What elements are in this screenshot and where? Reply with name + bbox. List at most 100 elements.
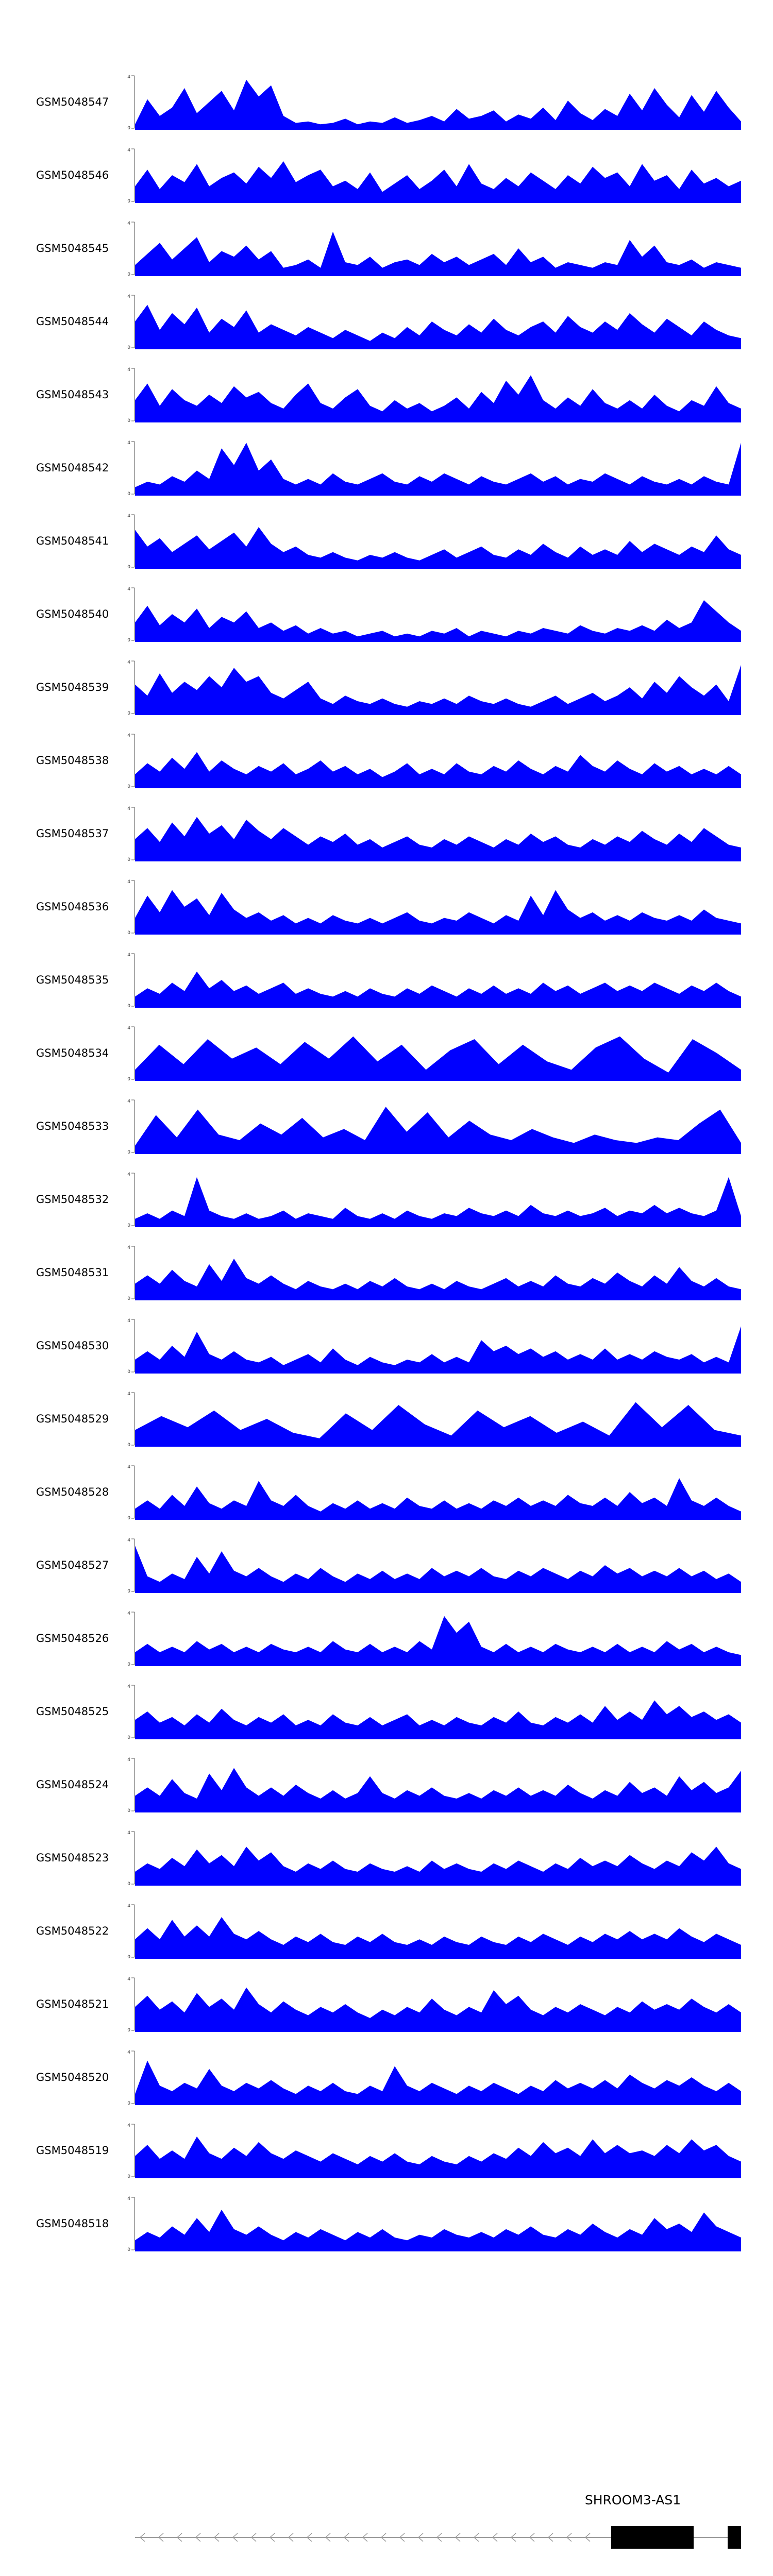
coverage-area-plot: [135, 1177, 741, 1227]
gene-name-label: SHROOM3-AS1: [584, 2493, 681, 2507]
axis-min-label: 0: [127, 1516, 130, 1520]
coverage-track-row: GSM5048547 4 0: [0, 57, 741, 130]
axis-min-label: 0: [127, 126, 130, 130]
coverage-polygon: [135, 752, 741, 788]
coverage-track-row: GSM5048531 4 0: [0, 1227, 741, 1300]
track-label: GSM5048528: [36, 1486, 109, 1498]
coverage-track-row: GSM5048525 4 0: [0, 1666, 741, 1739]
axis-min-label: 0: [127, 2174, 130, 2178]
coverage-area-plot: [135, 527, 741, 569]
strand-arrow-icon: [213, 2533, 220, 2542]
coverage-track-row: GSM5048522 4 0: [0, 1886, 741, 1959]
track-y-axis: 40: [127, 75, 135, 130]
strand-arrow-icon: [176, 2533, 182, 2542]
coverage-area-plot: [135, 1616, 741, 1666]
coverage-polygon: [135, 1036, 741, 1081]
coverage-area-plot: [135, 2210, 741, 2251]
coverage-polygon: [135, 890, 741, 935]
axis-min-label: 0: [127, 1808, 130, 1812]
axis-max-label: 4: [127, 2050, 130, 2055]
strand-arrow-icon: [566, 2533, 572, 2542]
coverage-track-row: GSM5048518 4 0: [0, 2178, 741, 2251]
coverage-area-plot: [135, 1259, 741, 1300]
axis-max-label: 4: [127, 1318, 130, 1324]
axis-max-label: 4: [127, 1392, 130, 1397]
track-y-axis: 40: [127, 733, 135, 788]
track-label: GSM5048547: [36, 96, 109, 108]
axis-min-label: 0: [127, 2101, 130, 2105]
axis-max-label: 4: [127, 1172, 130, 1177]
coverage-track-row: GSM5048530 4 0: [0, 1300, 741, 1374]
strand-arrow-icon: [325, 2533, 331, 2542]
axis-max-label: 4: [127, 1538, 130, 1543]
axis-min-label: 0: [127, 345, 130, 349]
track-label: GSM5048522: [36, 1925, 109, 1937]
coverage-area-plot: [135, 890, 741, 935]
axis-min-label: 0: [127, 1004, 130, 1008]
coverage-area-plot: [135, 79, 741, 130]
coverage-area-plot: [135, 1402, 741, 1447]
axis-max-label: 4: [127, 1465, 130, 1470]
coverage-polygon: [135, 2137, 741, 2178]
coverage-polygon: [135, 1326, 741, 1374]
track-label: GSM5048539: [36, 681, 109, 693]
track-y-axis: 40: [127, 1977, 135, 2032]
axis-max-label: 4: [127, 879, 130, 885]
coverage-area-plot: [135, 375, 741, 422]
coverage-area-plot: [135, 1326, 741, 1374]
coverage-polygon: [135, 231, 741, 276]
coverage-polygon: [135, 161, 741, 203]
coverage-track-row: GSM5048539 4 0: [0, 642, 741, 715]
axis-max-label: 4: [127, 514, 130, 519]
track-label: GSM5048543: [36, 388, 109, 401]
strand-arrow-icon: [362, 2533, 368, 2542]
strand-arrow-icon: [158, 2533, 164, 2542]
axis-min-label: 0: [127, 199, 130, 203]
coverage-polygon: [135, 1478, 741, 1520]
coverage-track-row: GSM5048546 4 0: [0, 130, 741, 203]
strand-arrow-icon: [473, 2533, 479, 2542]
track-y-axis: 40: [127, 148, 135, 203]
strand-arrow-icon: [492, 2533, 498, 2542]
coverage-polygon: [135, 1546, 741, 1593]
coverage-track-row: GSM5048535 4 0: [0, 935, 741, 1008]
axis-min-label: 0: [127, 1296, 130, 1300]
coverage-track-row: GSM5048543 4 0: [0, 349, 741, 422]
track-y-axis: 40: [127, 660, 135, 715]
track-label: GSM5048518: [36, 2217, 109, 2230]
coverage-polygon: [135, 971, 741, 1008]
track-label: GSM5048538: [36, 754, 109, 767]
strand-arrow-icon: [139, 2533, 145, 2542]
strand-arrow-icon: [547, 2533, 553, 2542]
axis-min-label: 0: [127, 1882, 130, 1886]
axis-max-label: 4: [127, 1684, 130, 1689]
gene-model-track: [135, 2526, 741, 2549]
axis-min-label: 0: [127, 930, 130, 935]
coverage-polygon: [135, 1700, 741, 1739]
strand-arrow-icon: [288, 2533, 294, 2542]
coverage-track-row: GSM5048542 4 0: [0, 422, 741, 496]
coverage-polygon: [135, 1917, 741, 1959]
track-y-axis: 40: [127, 587, 135, 642]
track-y-axis: 40: [127, 1831, 135, 1886]
track-y-axis: 40: [127, 1318, 135, 1374]
track-label: GSM5048523: [36, 1852, 109, 1864]
axis-max-label: 4: [127, 75, 130, 80]
coverage-polygon: [135, 527, 741, 569]
coverage-area-plot: [135, 817, 741, 861]
track-y-axis: 40: [127, 1611, 135, 1666]
axis-max-label: 4: [127, 587, 130, 592]
axis-max-label: 4: [127, 953, 130, 958]
track-y-axis: 40: [127, 294, 135, 349]
axis-min-label: 0: [127, 272, 130, 276]
track-label: GSM5048544: [36, 315, 109, 328]
track-label: GSM5048531: [36, 1266, 109, 1279]
axis-max-label: 4: [127, 2123, 130, 2128]
coverage-area-plot: [135, 1478, 741, 1520]
coverage-area-plot: [135, 1846, 741, 1886]
axis-max-label: 4: [127, 294, 130, 299]
track-y-axis: 40: [127, 1099, 135, 1154]
coverage-track-row: GSM5048523 4 0: [0, 1812, 741, 1886]
strand-arrow-icon: [269, 2533, 275, 2542]
